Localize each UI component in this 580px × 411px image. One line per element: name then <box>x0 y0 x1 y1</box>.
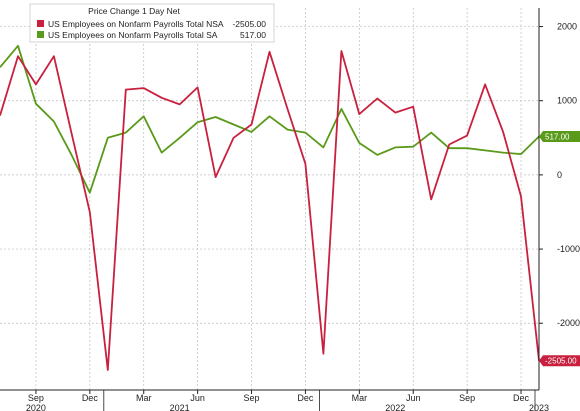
x-year-label: 2023 <box>529 403 549 411</box>
axes: 2000 1000 0 -1000 -2000 Sep Dec Mar Jun Sep Dec Mar… <box>0 8 580 411</box>
legend-box <box>29 3 275 43</box>
y-tick-label: 1000 <box>557 96 577 106</box>
y-tick-label: -1000 <box>557 244 580 254</box>
grid-lines <box>0 8 539 390</box>
legend-series-name: US Employees on Nonfarm Payrolls Total S… <box>48 30 218 40</box>
x-tick-label: Mar <box>136 393 152 403</box>
last-value-tag-box <box>539 355 580 367</box>
x-year-label: 2022 <box>385 403 405 411</box>
last-value-tag-sa: 517.00 <box>539 131 580 143</box>
series-line-nsa <box>0 50 540 371</box>
legend-series-value: -2505.00 <box>232 19 266 29</box>
x-tick-label: Jun <box>406 393 421 403</box>
legend-title: Price Change 1 Day Net <box>88 6 180 16</box>
x-year-label: 2020 <box>26 403 46 411</box>
last-value-tag-text: 517.00 <box>545 133 570 142</box>
y-tick-label: 0 <box>557 170 562 180</box>
x-tick-label: Sep <box>244 393 260 403</box>
x-tick-label: Mar <box>352 393 368 403</box>
last-value-tag-text: -2505.00 <box>545 357 577 366</box>
x-tick-label: Jun <box>190 393 205 403</box>
series-line-sa <box>0 44 540 194</box>
legend-series-value: 517.00 <box>240 30 266 40</box>
x-year-label: 2021 <box>170 403 190 411</box>
x-tick-label: Dec <box>513 393 530 403</box>
last-value-tag-box <box>539 131 580 143</box>
legend-swatch <box>37 20 44 27</box>
last-value-tags: -2505.00 517.00 <box>539 131 580 367</box>
series-lines <box>0 44 540 371</box>
legend: Price Change 1 Day Net US Employees on No… <box>29 3 275 43</box>
y-tick-label: -2000 <box>557 318 580 328</box>
last-value-tag-nsa: -2505.00 <box>539 355 580 367</box>
x-tick-label: Sep <box>28 393 44 403</box>
x-tick-label: Sep <box>459 393 475 403</box>
legend-swatch <box>37 31 44 38</box>
legend-series-name: US Employees on Nonfarm Payrolls Total N… <box>48 19 224 29</box>
y-tick-label: 2000 <box>557 22 577 32</box>
x-tick-label: Dec <box>297 393 314 403</box>
x-tick-label: Dec <box>82 393 99 403</box>
